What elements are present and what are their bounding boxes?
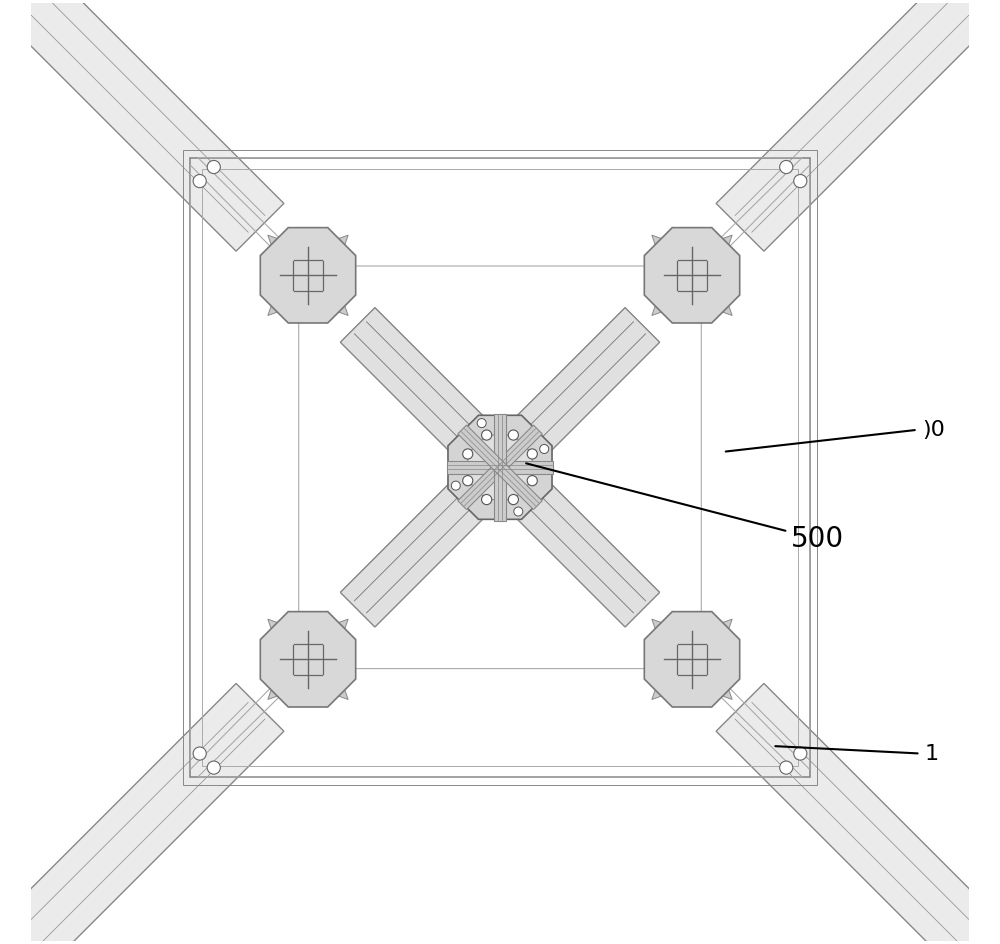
Polygon shape (335, 686, 348, 700)
Circle shape (193, 175, 206, 188)
Circle shape (482, 495, 492, 505)
Polygon shape (644, 228, 740, 323)
Polygon shape (340, 308, 660, 627)
Polygon shape (719, 302, 732, 315)
Polygon shape (268, 302, 281, 315)
Polygon shape (260, 228, 356, 323)
Circle shape (482, 430, 492, 440)
Circle shape (508, 495, 518, 505)
Circle shape (463, 449, 473, 459)
Polygon shape (0, 0, 284, 251)
Circle shape (207, 761, 220, 774)
Circle shape (193, 747, 206, 760)
Polygon shape (340, 308, 660, 627)
Circle shape (794, 175, 807, 188)
Polygon shape (260, 612, 356, 707)
Circle shape (477, 418, 486, 428)
Circle shape (540, 445, 549, 453)
Polygon shape (268, 686, 281, 700)
Polygon shape (652, 302, 665, 315)
Polygon shape (335, 619, 348, 632)
Circle shape (463, 476, 473, 486)
Polygon shape (340, 308, 660, 627)
Polygon shape (0, 683, 284, 944)
Circle shape (514, 507, 523, 516)
Polygon shape (644, 612, 740, 707)
Polygon shape (652, 619, 665, 632)
Text: 1: 1 (924, 744, 938, 764)
Polygon shape (268, 235, 281, 248)
Polygon shape (335, 235, 348, 248)
Circle shape (527, 476, 537, 486)
Polygon shape (468, 435, 532, 499)
Polygon shape (340, 308, 660, 627)
Polygon shape (458, 425, 542, 510)
Circle shape (780, 761, 793, 774)
Polygon shape (268, 619, 281, 632)
Circle shape (451, 481, 460, 490)
Polygon shape (335, 302, 348, 315)
Circle shape (508, 430, 518, 440)
Polygon shape (716, 0, 1000, 251)
Circle shape (794, 747, 807, 760)
Polygon shape (652, 686, 665, 700)
Text: )0: )0 (922, 420, 945, 440)
Polygon shape (447, 461, 553, 474)
Polygon shape (458, 425, 542, 510)
Polygon shape (719, 686, 732, 700)
Polygon shape (719, 235, 732, 248)
Polygon shape (652, 235, 665, 248)
Polygon shape (448, 415, 552, 519)
Circle shape (207, 160, 220, 174)
Circle shape (780, 160, 793, 174)
Polygon shape (494, 413, 506, 521)
Text: 500: 500 (526, 464, 844, 553)
Polygon shape (716, 683, 1000, 944)
Circle shape (527, 449, 537, 459)
Polygon shape (719, 619, 732, 632)
